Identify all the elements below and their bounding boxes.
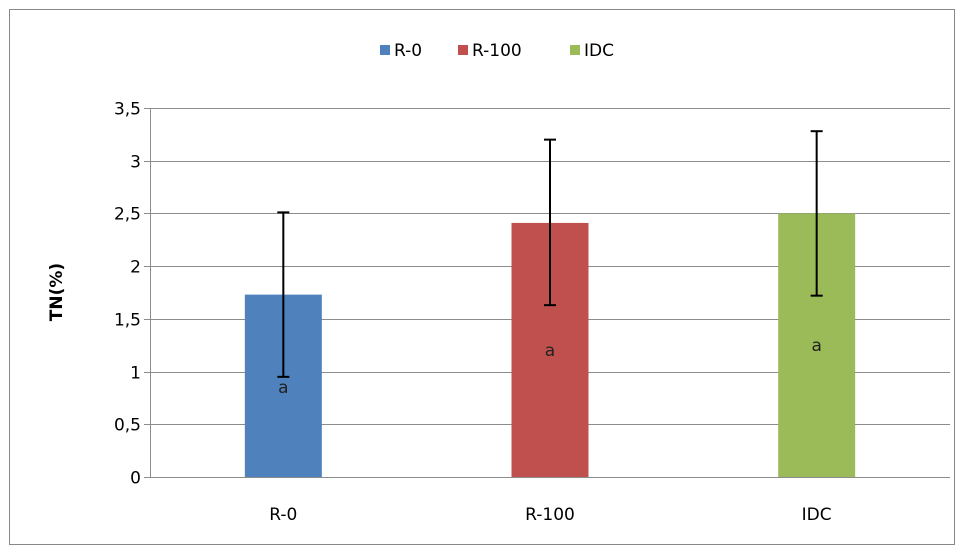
y-tick-label: 0,5	[114, 416, 141, 436]
y-tick-label: 0	[130, 469, 141, 489]
legend-swatch	[458, 45, 468, 55]
axes: 0 0,5 1 1,5 2 2,5 3 3,5 R-0 R-100 IDC	[114, 100, 950, 525]
x-tick-label: R-0	[269, 505, 297, 525]
legend-entry: R-100	[472, 41, 522, 61]
bar-label: a	[545, 341, 555, 361]
y-tick-label: 3	[130, 153, 141, 173]
y-tick-label: 3,5	[114, 100, 141, 120]
x-tick-label: R-100	[525, 505, 575, 525]
legend-entry: R-0	[394, 41, 422, 61]
bar-label: a	[811, 336, 821, 356]
bar-label: a	[278, 378, 288, 398]
y-tick-label: 1,5	[114, 311, 141, 331]
error-bars	[277, 130, 823, 378]
bar-labels: a a a	[278, 336, 822, 398]
y-axis-label: TN(%)	[47, 263, 67, 321]
x-tick-label: IDC	[802, 505, 832, 525]
bars	[244, 213, 856, 477]
legend: R-0 R-100 IDC	[380, 41, 614, 61]
y-tick-label: 2	[130, 258, 141, 278]
y-tick-label: 2,5	[114, 205, 141, 225]
legend-entry: IDC	[584, 41, 614, 61]
y-tick-label: 1	[130, 364, 141, 384]
legend-swatch	[570, 45, 580, 55]
legend-swatch	[380, 45, 390, 55]
